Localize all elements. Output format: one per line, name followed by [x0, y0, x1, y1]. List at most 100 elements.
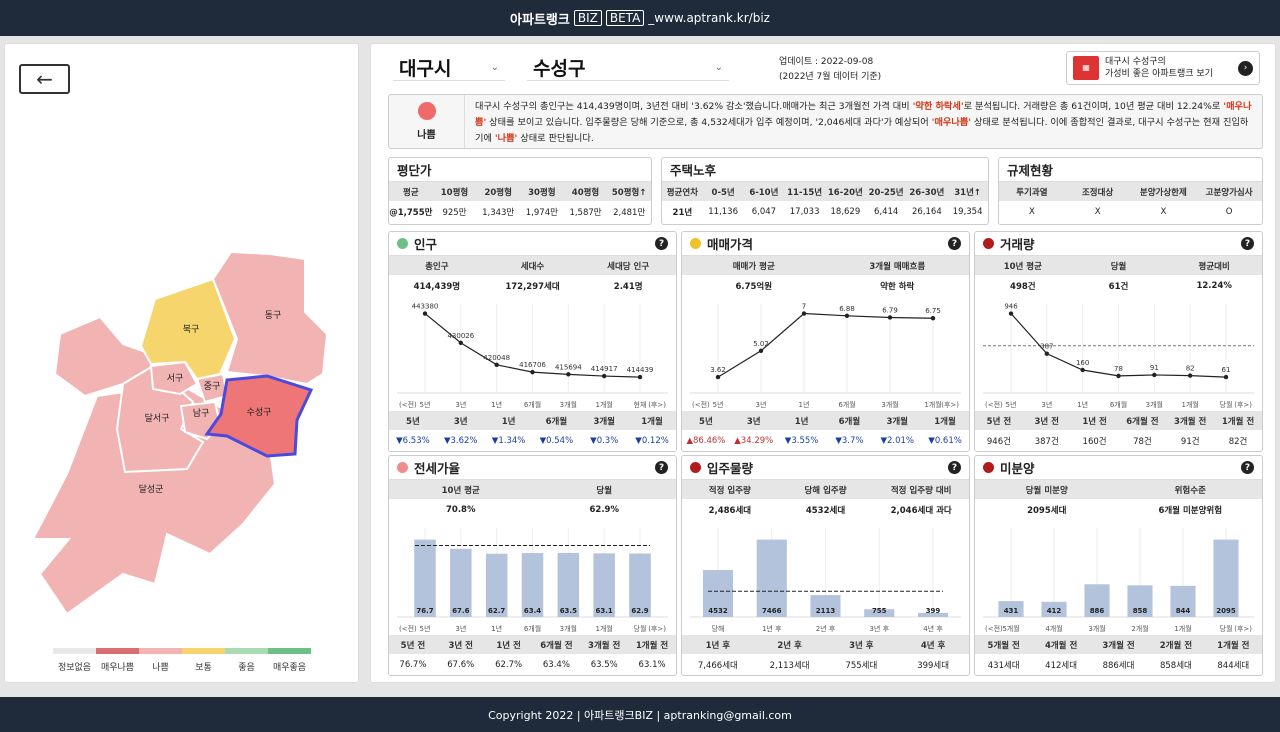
change-value: ▼0.54% [539, 435, 574, 446]
change-value: 82건 [1228, 436, 1248, 447]
stats-header: 매매가 평균 3개월 매매흐름 [682, 256, 969, 275]
legend-swatch [96, 648, 139, 654]
change-header: 5년 3년 1년 6개월 3개월 1개월 [389, 411, 676, 430]
help-icon[interactable]: ? [655, 461, 668, 474]
card-title: 규제현황 [999, 158, 1262, 182]
tick-label: 3년 [455, 400, 466, 409]
tick-label: 1년 [491, 624, 502, 633]
change-header: 5개월 전 4개월 전 3개월 전 2개월 전 1개월 전 [975, 635, 1262, 654]
bar [521, 553, 544, 617]
help-icon[interactable]: ? [1241, 461, 1254, 474]
change-header-cell: 3년 [453, 416, 468, 427]
site-url[interactable]: _www.aptrank.kr/biz [648, 11, 770, 25]
back-button[interactable]: ← [19, 64, 70, 94]
table-cell: 2,481만 [613, 207, 646, 218]
change-header-cell: 5년 전 [986, 416, 1012, 427]
tick-label: 3년 후 [869, 624, 889, 633]
change-header-cell: 1년 전 [496, 640, 521, 651]
tick-label: 4년 후 [923, 624, 943, 633]
change-header-cell: 1개월 [934, 416, 956, 427]
table-cell: 1,587만 [569, 207, 602, 218]
map-label: 수성구 [247, 407, 272, 418]
bar-label: 4532 [708, 607, 728, 615]
status-dot [397, 462, 408, 473]
change-header-cell: 5개월 전 [987, 640, 1020, 651]
bar-label: 76.7 [416, 607, 433, 615]
stats-row: 6.75억원 약한 하락 [682, 275, 969, 296]
bar-label: 63.1 [596, 607, 613, 615]
chart: 431 412 886 858 844 2095 (<전) (후>) 5개월 4개월 3개월 2개월 1… [983, 528, 1254, 633]
help-icon[interactable]: ? [948, 461, 961, 474]
tick-label: 1개월 [924, 400, 941, 409]
stats-header-cell: 매매가 평균 [732, 261, 775, 272]
change-header-cell: 5년 전 [400, 640, 426, 651]
bar-label: 431 [1004, 607, 1019, 615]
stats-value: 62.9% [589, 504, 620, 515]
bar [1170, 585, 1196, 617]
data-label: 91 [1150, 364, 1159, 372]
bar [1213, 539, 1239, 617]
table-cell: 16-20년 [827, 187, 863, 198]
change-value: 160건 [1082, 436, 1107, 447]
dashboard-panel: 대구시 ⌄ 수성구 ⌄ 업데이트 : 2022-09-08 (2022년 7월 … [370, 43, 1276, 683]
help-icon[interactable]: ? [655, 237, 668, 250]
tick-label: 3년 [756, 400, 767, 409]
change-row: ▲86.46% ▲34.29% ▼3.55% ▼3.7% ▼2.01% ▼0.61% [682, 430, 969, 451]
trade-volume-card: 거래량? 10년 평균 당월 평균대비 498건 61건 12.24% 946 387 160 78… [974, 231, 1263, 452]
data-label: 946 [1004, 303, 1018, 311]
stats-header-cell: 적정 입주량 대비 [890, 485, 952, 496]
card-title: 전세가율 [414, 461, 461, 476]
tick-label: 5년 [1006, 400, 1017, 409]
stats-value: 12.24% [1196, 280, 1232, 291]
table-cell: X [1028, 206, 1035, 217]
district-map: 북구 동구 서구 중구 수성구 달서구 남구 달성군 [31, 250, 329, 616]
table-cell: 925만 [442, 207, 467, 218]
change-header-cell: 2개월 전 [1159, 640, 1193, 651]
status-dot [417, 102, 436, 120]
legend-item: 좋음 [225, 648, 268, 673]
table-cell: 26-30년 [909, 187, 945, 198]
table-cell: 20평형 [484, 187, 512, 198]
change-header-cell: 6개월 전 [1126, 416, 1159, 427]
data-label: 82 [1186, 365, 1195, 373]
map-region-donggu[interactable] [211, 250, 329, 386]
table-row: 21년 11,136 6,047 17,033 18,629 6,414 26,164 19,… [662, 201, 988, 222]
data-point [566, 372, 571, 377]
district-select[interactable]: 수성구 ⌄ [527, 55, 729, 81]
legend-swatch [53, 648, 96, 654]
status-dot [983, 238, 994, 249]
card-title: 거래량 [1000, 237, 1035, 252]
table-cell: 1,974만 [525, 207, 558, 218]
change-header-cell: 3개월 [593, 416, 615, 427]
map-label: 서구 [167, 373, 184, 384]
map-labels: 북구 동구 서구 중구 수성구 달서구 남구 달성군 [139, 310, 282, 495]
change-value: 2,113세대 [769, 660, 810, 671]
stats-header: 총인구 세대수 세대당 인구 [389, 256, 676, 275]
change-value: ▼3.7% [835, 435, 864, 446]
legend-label: 좋음 [238, 663, 255, 673]
change-value: ▼6.53% [396, 435, 430, 446]
change-header-cell: 3개월 전 [588, 640, 621, 651]
stats-value: 6개월 미분양위험 [1158, 505, 1223, 516]
change-value: 62.7% [495, 659, 523, 670]
update-date: 업데이트 : 2022-09-08 [779, 57, 874, 67]
data-point [1116, 373, 1121, 379]
card-title-row: 미분양? [975, 456, 1262, 480]
help-icon[interactable]: ? [948, 237, 961, 250]
data-point [844, 313, 850, 318]
table-cell: 10평형 [440, 187, 469, 198]
help-icon[interactable]: ? [1241, 237, 1254, 250]
promo-link[interactable]: ▦ 대구시 수성구의 가성비 좋은 아파트랭크 보기 › [1066, 51, 1260, 85]
table-cell: 18,629 [830, 206, 861, 217]
data-label: 6.79 [882, 306, 898, 314]
stats-value: 4532세대 [805, 505, 846, 516]
city-select[interactable]: 대구시 ⌄ [393, 55, 505, 81]
map-label: 달성군 [139, 483, 164, 495]
population-card: 인구? 총인구 세대수 세대당 인구 414,439명 172,297세대 2.41명 443… [388, 231, 677, 452]
table-cell: X [1094, 206, 1101, 217]
stats-header-cell: 당월 [596, 485, 613, 496]
map-region-suseong[interactable] [204, 374, 314, 458]
tick-label: 2년 후 [816, 624, 836, 633]
arrow-right-icon: › [1238, 60, 1253, 76]
